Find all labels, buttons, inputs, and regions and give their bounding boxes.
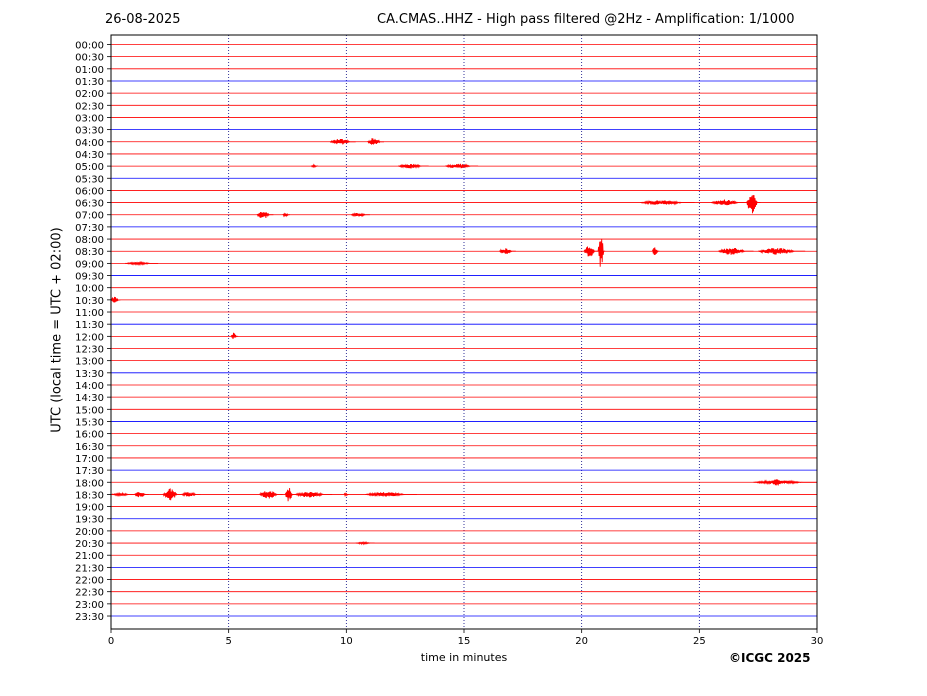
y-tick-label-2130: 21:30 [75, 563, 104, 574]
waveform-event-0500-2 [398, 163, 429, 169]
y-tick-label-1200: 12:00 [75, 332, 104, 343]
y-tick-label-0130: 01:30 [75, 77, 104, 88]
y-tick-label-1600: 16:00 [75, 430, 104, 441]
waveform-event-0830-12 [583, 246, 599, 257]
waveform-event-0830-11 [499, 248, 516, 254]
waveform-event-1800-20 [753, 479, 817, 485]
y-tick-label-1230: 12:30 [75, 345, 104, 356]
y-tick-label-2230: 22:30 [75, 588, 104, 599]
waveform-event-0400-1 [367, 138, 384, 145]
waveform-event-0830-15 [718, 247, 754, 255]
y-tick-label-1430: 14:30 [75, 393, 104, 404]
waveform-event-1830-26 [259, 491, 283, 499]
y-tick-label-0300: 03:00 [75, 113, 104, 124]
y-tick-label-1030: 10:30 [75, 296, 104, 307]
x-tick-label-10: 10 [340, 636, 353, 647]
y-tick-label-2100: 21:00 [75, 551, 104, 562]
y-tick-label-0030: 00:30 [75, 53, 104, 64]
waveform-event-1830-22 [110, 491, 135, 498]
date-label: 26-08-2025 [105, 12, 181, 27]
y-tick-label-1630: 16:30 [75, 442, 104, 453]
y-tick-label-0000: 00:00 [75, 41, 104, 52]
waveform-event-0700-8 [256, 211, 274, 219]
y-tick-label-0530: 05:30 [75, 174, 104, 185]
y-tick-label-1700: 17:00 [75, 454, 104, 465]
waveform-event-1830-25 [181, 491, 201, 497]
waveform-event-0500-3 [445, 163, 479, 169]
grid-layer [228, 35, 700, 629]
y-tick-label-0800: 08:00 [75, 235, 104, 246]
y-tick-label-1500: 15:00 [75, 405, 104, 416]
y-tick-label-1130: 11:30 [75, 320, 104, 331]
y-tick-label-0400: 04:00 [75, 138, 104, 149]
waveform-event-0700-10 [350, 212, 370, 218]
trace-layer [110, 44, 817, 617]
waveform-event-1830-24 [162, 488, 182, 501]
waveform-event-1830-27 [284, 487, 295, 502]
y-tick-label-2030: 20:30 [75, 539, 104, 550]
waveform-event-0630-6 [710, 199, 747, 206]
y-tick-label-0830: 08:30 [75, 247, 104, 258]
x-tick-label-20: 20 [575, 636, 588, 647]
waveform-event-1030-18 [110, 296, 121, 303]
y-tick-label-0900: 09:00 [75, 259, 104, 270]
y-tick-label-1400: 14:00 [75, 381, 104, 392]
waveform-event-0630-5 [640, 199, 695, 206]
x-tick-label-0: 0 [108, 636, 114, 647]
chart-title: CA.CMAS..HHZ - High pass filtered @2Hz -… [377, 12, 795, 27]
waveform-event-0700-9 [282, 212, 290, 218]
y-tick-label-1930: 19:30 [75, 515, 104, 526]
waveform-event-0500-4 [310, 163, 319, 169]
y-tick-label-0600: 06:00 [75, 186, 104, 197]
y-axis-label: UTC (local time = UTC + 02:00) [49, 227, 65, 433]
waveform-event-1200-19 [230, 332, 239, 340]
y-tick-label-0500: 05:00 [75, 162, 104, 173]
x-tick-label-5: 5 [225, 636, 231, 647]
y-tick-label-0430: 04:30 [75, 150, 104, 161]
y-tick-label-1730: 17:30 [75, 466, 104, 477]
y-tick-label-1330: 13:30 [75, 369, 104, 380]
y-tick-label-1100: 11:00 [75, 308, 104, 319]
x-axis-label: time in minutes [420, 651, 508, 664]
x-tick-label-30: 30 [811, 636, 824, 647]
waveform-event-1830-30 [365, 491, 417, 497]
x-tick-layer: 0 5 10 15 20 25 30 [108, 629, 824, 647]
waveform-event-2030-31 [355, 541, 375, 546]
waveform-event-1830-23 [134, 491, 149, 498]
y-tick-label-1900: 19:00 [75, 503, 104, 514]
y-tick-label-1000: 10:00 [75, 284, 104, 295]
y-tick-label-0930: 09:30 [75, 272, 104, 283]
waveform-event-0830-14 [651, 247, 660, 256]
y-tick-label-1800: 18:00 [75, 478, 104, 489]
y-tick-label-0230: 02:30 [75, 101, 104, 112]
waveform-event-0630-7 [746, 194, 761, 214]
waveform-event-0830-13 [597, 238, 606, 267]
y-tick-label-0630: 06:30 [75, 199, 104, 210]
y-tick-label-0200: 02:00 [75, 89, 104, 100]
y-tick-label-0330: 03:30 [75, 126, 104, 137]
waveform-event-0830-16 [758, 248, 806, 255]
y-tick-label-2330: 23:30 [75, 612, 104, 623]
y-tick-label-2200: 22:00 [75, 576, 104, 587]
waveform-event-1830-29 [343, 492, 349, 498]
y-tick-label-0700: 07:00 [75, 211, 104, 222]
x-tick-label-15: 15 [458, 636, 471, 647]
y-tick-label-1830: 18:30 [75, 490, 104, 501]
y-tick-label-2000: 20:00 [75, 527, 104, 538]
y-tick-label-1300: 13:00 [75, 357, 104, 368]
waveform-event-1800-21 [772, 479, 785, 486]
waveform-event-0900-17 [125, 260, 159, 266]
y-tick-label-0100: 01:00 [75, 65, 104, 76]
y-tick-label-0730: 07:30 [75, 223, 104, 234]
y-tick-label-2300: 23:00 [75, 600, 104, 611]
y-tick-label-1530: 15:30 [75, 417, 104, 428]
waveform-event-1830-28 [294, 491, 333, 498]
x-tick-label-25: 25 [693, 636, 706, 647]
copyright: ©ICGC 2025 [729, 651, 811, 665]
waveform-event-0400-0 [329, 138, 356, 145]
